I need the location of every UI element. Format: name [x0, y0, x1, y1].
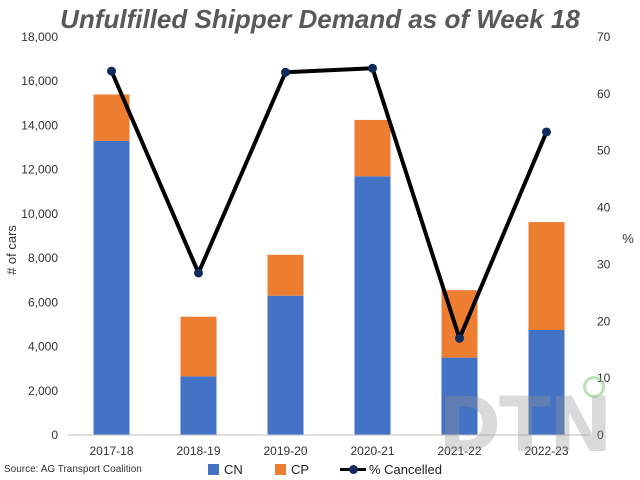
x-tick-label: 2020-21	[350, 444, 394, 458]
bar-cn-2021-22	[441, 357, 478, 435]
y2-tick-label: 70	[597, 30, 611, 44]
legend-swatch-cn	[208, 464, 219, 475]
y-tick-label: 12,000	[21, 163, 58, 177]
bar-cp-2022-23	[528, 222, 565, 330]
bar-cp-2019-20	[267, 254, 304, 296]
y2-tick-label: 60	[597, 87, 611, 101]
cancelled-point-2017-18	[107, 66, 116, 76]
x-tick-label: 2022-23	[524, 444, 568, 458]
y2-axis-label: %	[622, 231, 634, 246]
x-tick-label: 2019-20	[263, 444, 307, 458]
cancelled-point-2020-21	[368, 63, 377, 73]
bars	[68, 94, 590, 436]
cancelled-line	[107, 63, 551, 343]
bar-cp-2020-21	[354, 119, 391, 177]
bar-cp-2018-19	[180, 316, 217, 377]
category-labels: 2017-18 2018-19 2019-20 2020-21 2021-22 2022-…	[89, 444, 568, 458]
y-tick-label: 8,000	[28, 251, 58, 265]
y2-tick-label: 20	[597, 314, 611, 328]
legend-label-cp: CP	[291, 462, 310, 477]
x-tick-label: 2021-22	[437, 444, 481, 458]
y2-tick-label: 0	[597, 428, 604, 442]
y2-tick-label: 30	[597, 257, 611, 271]
watermark-circle-icon	[583, 376, 605, 398]
cancelled-point-2022-23	[542, 127, 551, 137]
y-tick-label: 18,000	[21, 30, 58, 44]
y-axis-label: # of cars	[4, 225, 19, 275]
legend-item-cn: CN	[208, 462, 243, 477]
source-note: Source: AG Transport Coalition	[4, 464, 142, 475]
bar-cn-2020-21	[354, 176, 391, 436]
cancelled-point-2021-22	[455, 333, 464, 343]
cancelled-point-2018-19	[194, 268, 203, 278]
legend-swatch-cancelled	[340, 464, 366, 475]
cancelled-point-2019-20	[281, 67, 290, 77]
chart-title: Unfulfilled Shipper Demand as of Week 18	[60, 4, 580, 34]
bar-cn-2022-23	[528, 329, 565, 435]
x-tick-label: 2018-19	[176, 444, 220, 458]
y-tick-label: 4,000	[28, 340, 58, 354]
y-tick-label: 10,000	[21, 207, 58, 221]
legend-item-cp: CP	[275, 462, 309, 477]
watermark-logo: DTN	[438, 380, 613, 469]
y-tick-label: 0	[51, 428, 58, 442]
x-tick-label: 2017-18	[89, 444, 133, 458]
bar-cn-2018-19	[180, 376, 217, 435]
cancelled-line-path	[109, 66, 549, 341]
y2-tick-label: 50	[597, 144, 611, 158]
legend-item-cancelled: % Cancelled	[340, 462, 442, 477]
legend-swatch-cp	[275, 464, 286, 475]
bar-cn-2019-20	[267, 295, 304, 435]
y-tick-label: 6,000	[28, 295, 58, 309]
y-tick-label: 16,000	[21, 74, 58, 88]
legend-label-cancelled: % Cancelled	[369, 462, 442, 477]
y2-tick-label: 40	[597, 201, 611, 215]
bar-cn-2017-18	[93, 140, 130, 435]
legend-label-cn: CN	[224, 462, 243, 477]
left-axis-ticks: 0 2,000 4,000 6,000 8,000 10,000 12,000 14,000 1…	[21, 30, 58, 442]
y-tick-label: 14,000	[21, 118, 58, 132]
y-tick-label: 2,000	[28, 384, 58, 398]
